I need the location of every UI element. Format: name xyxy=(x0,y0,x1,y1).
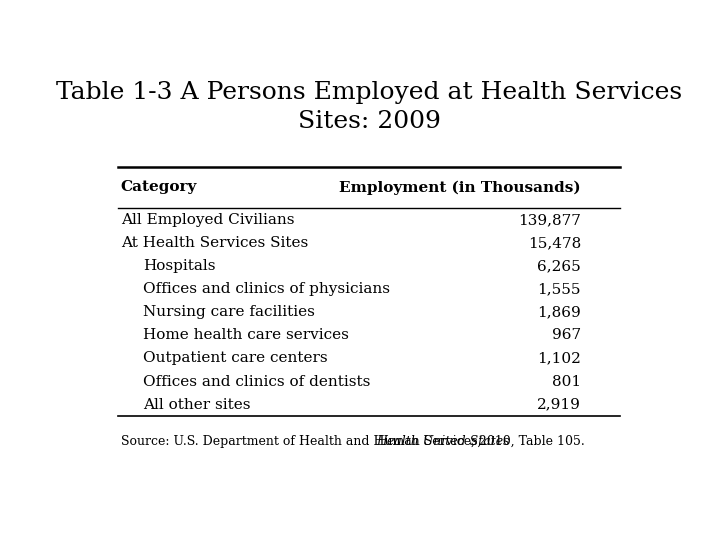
Text: 15,478: 15,478 xyxy=(528,236,581,250)
Text: Nursing care facilities: Nursing care facilities xyxy=(143,305,315,319)
Text: Hospitals: Hospitals xyxy=(143,259,215,273)
Text: 1,102: 1,102 xyxy=(537,352,581,366)
Text: 1,555: 1,555 xyxy=(538,282,581,296)
Text: 6,265: 6,265 xyxy=(537,259,581,273)
Text: 1,869: 1,869 xyxy=(537,305,581,319)
Text: All Employed Civilians: All Employed Civilians xyxy=(121,213,294,227)
Text: Home health care services: Home health care services xyxy=(143,328,349,342)
Text: Employment (in Thousands): Employment (in Thousands) xyxy=(339,180,581,194)
Text: Outpatient care centers: Outpatient care centers xyxy=(143,352,328,366)
Text: 967: 967 xyxy=(552,328,581,342)
Text: 801: 801 xyxy=(552,375,581,388)
Text: Offices and clinics of physicians: Offices and clinics of physicians xyxy=(143,282,390,296)
Text: , 2010, Table 105.: , 2010, Table 105. xyxy=(471,435,585,448)
Text: Source: U.S. Department of Health and Human Services,: Source: U.S. Department of Health and Hu… xyxy=(121,435,485,448)
Text: Category: Category xyxy=(121,180,197,194)
Text: 2,919: 2,919 xyxy=(537,397,581,411)
Text: Table 1-3 A Persons Employed at Health Services
Sites: 2009: Table 1-3 A Persons Employed at Health S… xyxy=(56,82,682,133)
Text: Health United States: Health United States xyxy=(377,435,510,448)
Text: At Health Services Sites: At Health Services Sites xyxy=(121,236,308,250)
Text: All other sites: All other sites xyxy=(143,397,251,411)
Text: Offices and clinics of dentists: Offices and clinics of dentists xyxy=(143,375,370,388)
Text: 139,877: 139,877 xyxy=(518,213,581,227)
